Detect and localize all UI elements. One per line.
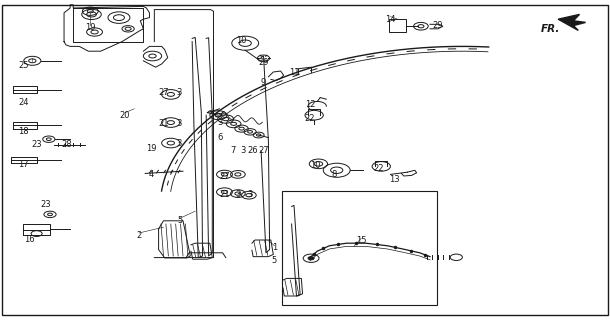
Text: 5: 5	[272, 256, 277, 265]
Text: 21: 21	[158, 119, 169, 128]
Text: 19: 19	[146, 144, 157, 153]
Text: 20: 20	[120, 111, 131, 120]
Bar	[282, 191, 437, 305]
Text: 2: 2	[137, 231, 142, 240]
Text: 22: 22	[304, 114, 315, 123]
Bar	[389, 19, 406, 32]
Polygon shape	[558, 14, 586, 30]
Text: 23: 23	[40, 200, 51, 209]
Text: 14: 14	[385, 15, 396, 24]
Text: 3: 3	[176, 139, 181, 148]
Text: 19: 19	[85, 23, 96, 32]
Text: 11: 11	[289, 68, 300, 76]
Text: 3: 3	[241, 146, 246, 155]
Text: 5: 5	[178, 216, 182, 225]
Text: 3: 3	[176, 88, 181, 97]
Text: 3: 3	[235, 190, 240, 199]
Text: 18: 18	[18, 127, 29, 136]
Text: 13: 13	[389, 175, 400, 184]
Text: 3: 3	[248, 190, 253, 199]
Text: 12: 12	[304, 100, 315, 109]
Text: 21: 21	[219, 190, 230, 199]
Text: 17: 17	[18, 160, 29, 169]
Text: 26: 26	[248, 146, 259, 155]
Text: 7: 7	[231, 146, 235, 155]
Text: 10: 10	[310, 161, 321, 170]
Text: 4: 4	[149, 170, 154, 179]
Text: 25: 25	[18, 61, 29, 70]
Text: 15: 15	[356, 236, 367, 245]
Text: 27: 27	[258, 146, 269, 155]
Text: 22: 22	[373, 164, 384, 173]
Text: 29: 29	[432, 21, 443, 30]
Text: 6: 6	[217, 133, 222, 142]
Text: 24: 24	[18, 98, 29, 107]
Text: 9: 9	[261, 78, 266, 87]
Text: 23: 23	[31, 140, 42, 149]
Text: 1: 1	[272, 244, 277, 252]
Text: FR.: FR.	[540, 24, 560, 34]
Text: 29: 29	[258, 58, 269, 67]
Text: 8: 8	[332, 170, 337, 179]
Text: 3: 3	[217, 118, 222, 127]
Text: 3: 3	[176, 119, 181, 128]
Circle shape	[308, 257, 314, 260]
Text: 16: 16	[24, 236, 35, 244]
Text: 10: 10	[235, 36, 246, 44]
Text: 28: 28	[62, 140, 73, 149]
Text: 27: 27	[219, 172, 230, 180]
Text: 27: 27	[158, 88, 169, 97]
